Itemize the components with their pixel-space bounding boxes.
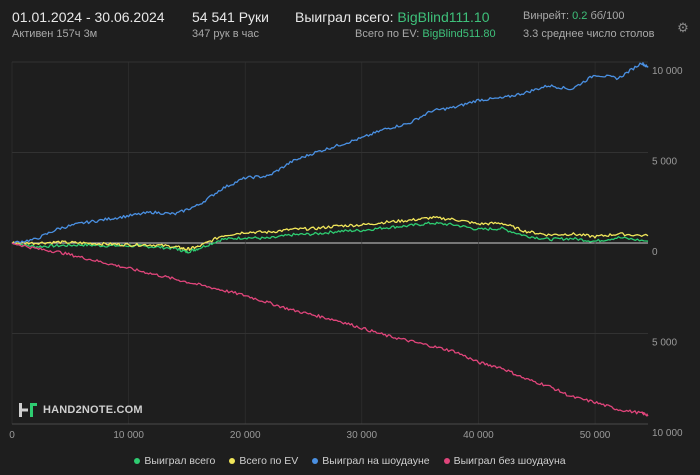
legend-dot: [229, 458, 236, 464]
x-tick-label: 0: [9, 430, 15, 441]
x-tick-label: 10 000: [113, 430, 144, 441]
y-axis-ticks: 10 000 5 000 0 5 000 10 000: [652, 66, 683, 439]
series-lines: [11, 62, 649, 417]
date-range[interactable]: 01.01.2024 - 30.06.2024: [12, 9, 165, 25]
legend-label: Выиграл без шоудауна: [453, 455, 566, 467]
series-line-2: [11, 62, 649, 245]
legend-item-1[interactable]: Всего по EV: [229, 455, 298, 467]
legend-dot: [312, 458, 319, 464]
active-time: Активен 157ч 3м: [12, 28, 98, 40]
y-tick-label: 5 000: [652, 338, 677, 349]
legend-item-3[interactable]: Выиграл без шоудауна: [443, 455, 566, 467]
hands-per-hour: 347 рук в час: [192, 28, 260, 40]
legend-label: Выиграл на шоудауне: [322, 455, 430, 467]
y-tick-label: 10 000: [652, 66, 683, 77]
avg-tables: 3.3 среднее число столов: [523, 28, 655, 40]
winrate-label: Винрейт:: [523, 10, 570, 22]
x-tick-label: 20 000: [230, 430, 261, 441]
won-total: Выиграл всего: BigBlind111.10: [295, 9, 490, 25]
chart-legend: Выиграл всего Всего по EV Выиграл на шоуда…: [0, 455, 700, 467]
legend-item-2[interactable]: Выиграл на шоудауне: [312, 455, 430, 467]
chart-grid: [11, 61, 648, 425]
won-total-label: Выиграл всего:: [295, 9, 394, 25]
winrate: Винрейт: 0.2 бб/100: [523, 10, 624, 22]
x-tick-label: 30 000: [347, 430, 378, 441]
series-line-1: [11, 215, 649, 251]
x-tick-label: 40 000: [463, 430, 494, 441]
y-tick-label: 5 000: [652, 157, 677, 168]
y-tick-label: 0: [652, 247, 658, 258]
hand2note-logo: HAND2NOTE.COM: [18, 402, 143, 418]
winrate-unit: бб/100: [590, 10, 625, 22]
gear-icon[interactable]: ⚙: [677, 20, 689, 35]
legend-label: Выиграл всего: [144, 455, 216, 467]
hand2note-logo-mark: [19, 403, 37, 417]
ev-total-value: BigBlind511.80: [422, 28, 496, 40]
ev-total: Всего по EV: BigBlind511.80: [355, 28, 496, 40]
x-axis-ticks: 0 10 000 20 000 30 000 40 000 50 000: [9, 430, 611, 441]
legend-item-0[interactable]: Выиграл всего: [134, 455, 215, 467]
winrate-value: 0.2: [572, 10, 588, 22]
x-tick-label: 50 000: [580, 430, 611, 441]
legend-dot: [134, 458, 141, 464]
won-total-value: BigBlind111.10: [397, 9, 490, 25]
legend-label: Всего по EV: [239, 455, 299, 467]
y-tick-label: 10 000: [652, 428, 683, 439]
legend-dot: [443, 458, 450, 464]
series-line-3: [11, 242, 649, 417]
logo-text: HAND2NOTE.COM: [43, 404, 143, 416]
hands-count: 54 541 Руки: [192, 9, 269, 25]
ev-total-label: Всего по EV:: [355, 28, 420, 40]
